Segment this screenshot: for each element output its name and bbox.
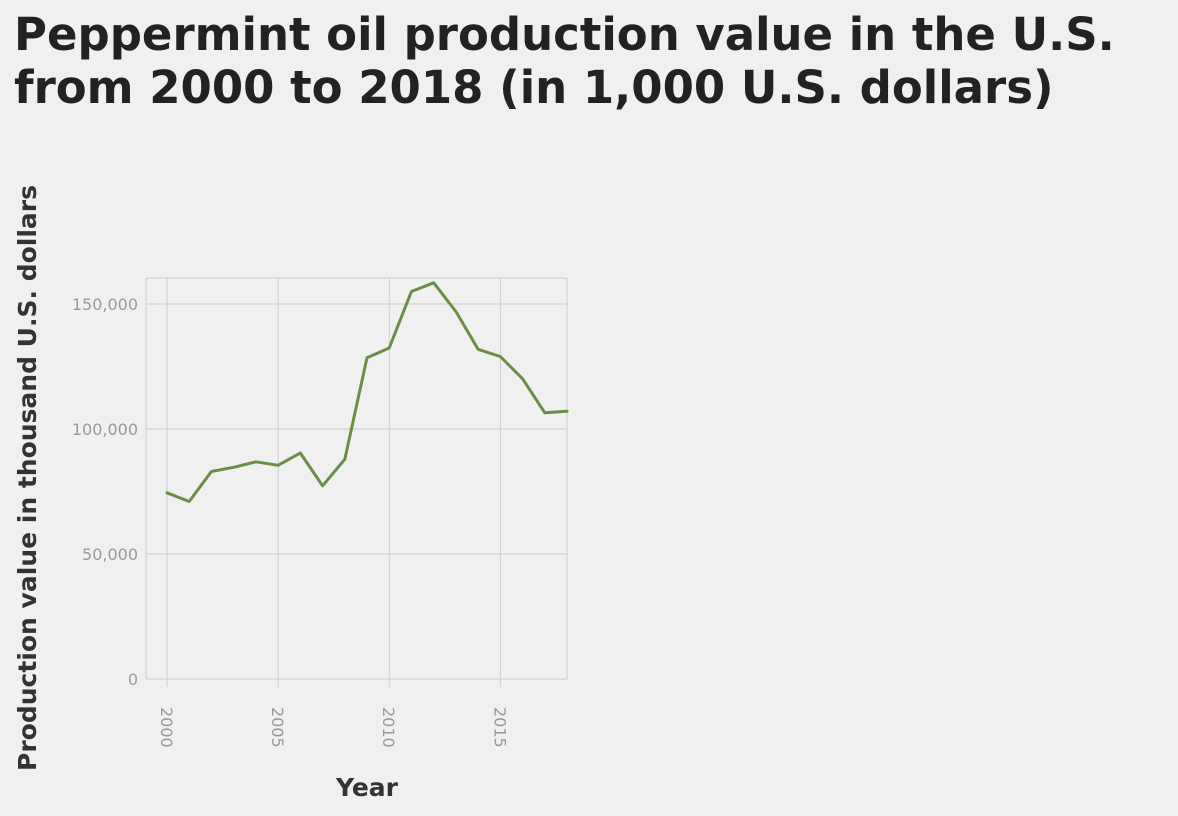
y-tick-label: 50,000 [82, 545, 138, 564]
x-tick-label: 2010 [379, 707, 398, 748]
series-line [165, 281, 569, 503]
grid [145, 277, 568, 687]
x-tick-label: 2000 [157, 707, 176, 748]
x-tick-label: 2015 [490, 707, 509, 748]
x-axis-title: Year [335, 773, 399, 802]
y-axis-title: Production value in thousand U.S. dollar… [13, 185, 42, 771]
chart-title: Peppermint oil production value in the U… [14, 8, 1115, 114]
x-tick-label: 2005 [268, 707, 287, 748]
x-axis-ticks: 2000 2005 2010 2015 [157, 707, 509, 748]
y-axis-ticks: 0 50,000 100,000 150,000 [72, 295, 138, 689]
y-tick-label: 150,000 [72, 295, 138, 314]
y-tick-label: 0 [128, 670, 138, 689]
y-tick-label: 100,000 [72, 420, 138, 439]
series-layer [165, 281, 569, 503]
